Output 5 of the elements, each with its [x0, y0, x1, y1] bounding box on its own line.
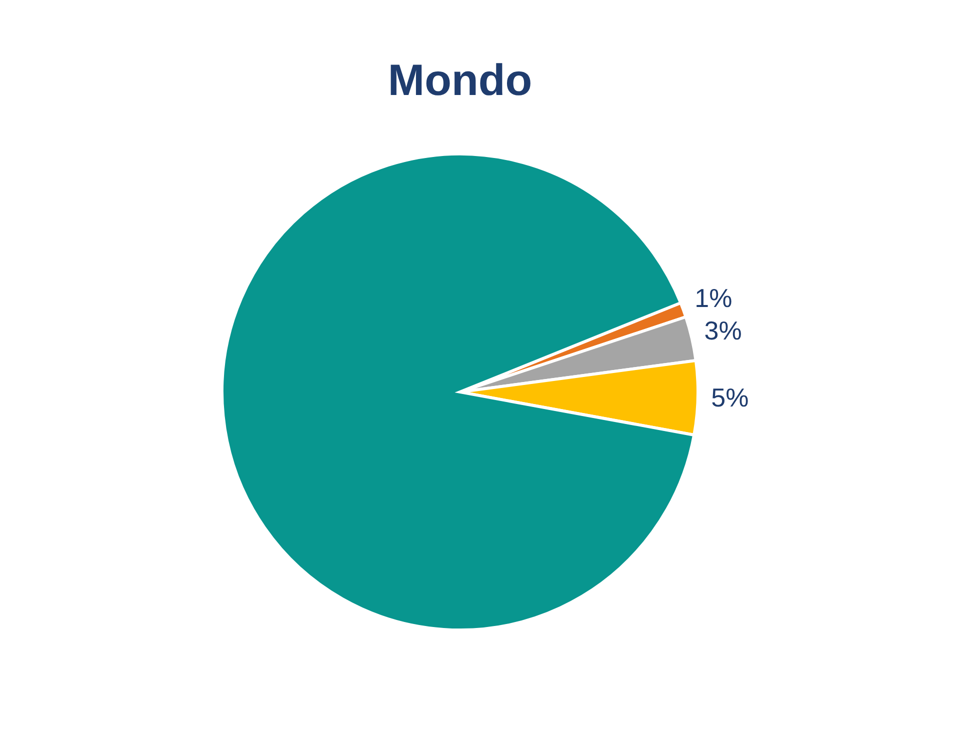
pie-slice: [220, 152, 696, 632]
data-label: 3%: [704, 315, 742, 346]
data-label: 1%: [694, 282, 732, 313]
chart-title: Mondo: [388, 56, 532, 105]
data-label: 5%: [711, 382, 749, 413]
